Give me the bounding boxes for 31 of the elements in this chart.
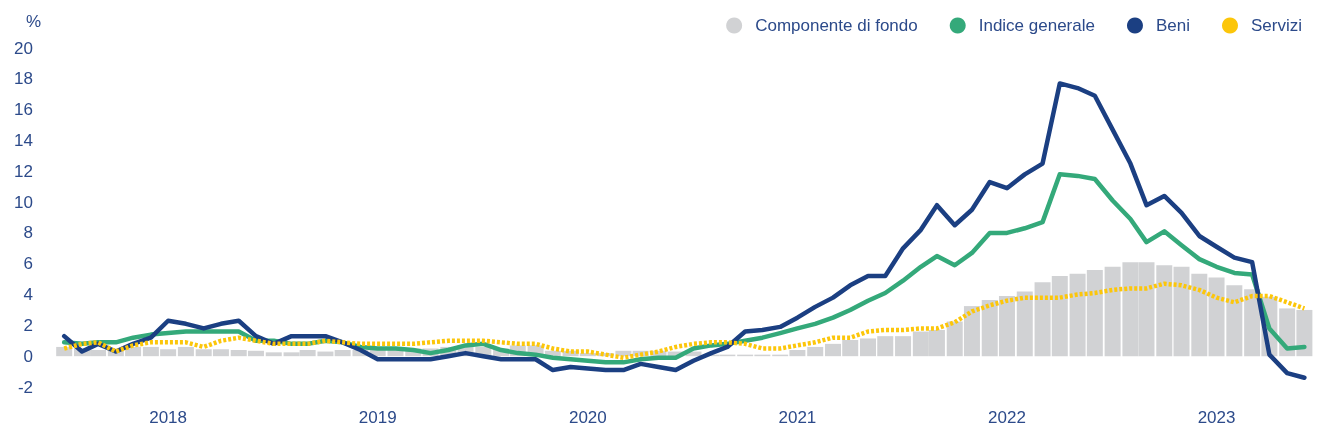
bar: [177, 346, 194, 357]
y-tick-label: 14: [14, 130, 33, 150]
y-axis-title: %: [25, 12, 41, 31]
y-tick-label: 2: [23, 315, 33, 335]
legend-label: Beni: [1155, 16, 1190, 35]
bar: [1016, 291, 1033, 357]
y-tick-label: 20: [14, 38, 33, 58]
x-tick-label: 2018: [149, 408, 188, 427]
bar: [1156, 265, 1173, 357]
y-tick-label: 12: [14, 161, 33, 181]
bar: [895, 336, 912, 357]
line-series: [61, 81, 1307, 380]
x-tick-label: 2022: [988, 408, 1026, 427]
legend-label: Indice generale: [978, 16, 1095, 35]
y-tick-label: 4: [23, 285, 33, 305]
x-tick-label: 2021: [778, 408, 817, 427]
legend-label: Servizi: [1250, 16, 1303, 35]
x-tick-label: 2023: [1197, 408, 1236, 427]
y-tick-label: 8: [23, 223, 33, 243]
y-tick-label: 10: [14, 192, 33, 212]
y-tick-label: 6: [23, 254, 33, 274]
y-tick-label: 0: [23, 346, 33, 366]
bar: [265, 352, 282, 357]
x-tick-label: 2020: [568, 408, 607, 427]
y-tick-label: -2: [17, 377, 33, 397]
x-tick-label: 2019: [358, 408, 397, 427]
y-tick-label: 18: [14, 69, 33, 89]
legend-label: Componente di fondo: [755, 16, 918, 35]
line-series: [61, 281, 1307, 360]
bar: [807, 346, 824, 357]
y-tick-label: 16: [14, 100, 33, 120]
